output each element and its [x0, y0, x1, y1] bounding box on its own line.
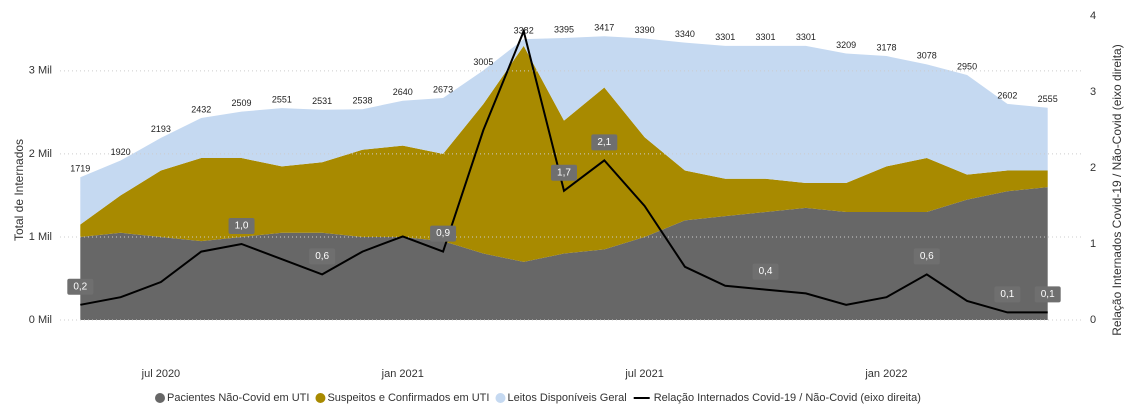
y2-axis-title: Relação Internados Covid-19 / Não-Covid … — [1110, 44, 1124, 335]
total-label: 3078 — [917, 51, 937, 61]
value-label-box — [1034, 286, 1061, 303]
y2-tick-label: 4 — [1090, 10, 1096, 22]
value-label-box — [591, 134, 618, 151]
total-label: 2432 — [191, 104, 211, 114]
value-label: 0,1 — [1041, 289, 1055, 300]
legend-swatch — [315, 393, 326, 403]
x-tick-label: jul 2020 — [141, 368, 181, 380]
legend-label: Relação Internados Covid-19 / Não-Covid … — [654, 392, 921, 404]
total-label: 2531 — [312, 96, 332, 106]
value-label: 0,4 — [759, 266, 773, 277]
value-label-box — [994, 286, 1021, 303]
value-label-box — [228, 218, 255, 234]
y-tick-label: 0 Mil — [29, 314, 52, 326]
value-label: 0,2 — [73, 281, 87, 292]
total-label: 3390 — [635, 25, 655, 35]
y-tick-label: 2 Mil — [29, 148, 52, 160]
value-label: 0,1 — [1000, 289, 1014, 300]
total-label: 3301 — [796, 32, 816, 42]
value-label-box — [67, 278, 94, 295]
total-label: 2551 — [272, 95, 292, 105]
value-label: 2,1 — [597, 137, 611, 148]
total-label: 2640 — [393, 87, 413, 97]
value-label: 1,7 — [557, 167, 571, 178]
legend-label: Pacientes Não-Covid em UTI — [167, 392, 309, 404]
total-label: 3178 — [876, 42, 896, 52]
ratio-line — [80, 28, 1048, 314]
value-label-box — [752, 263, 779, 280]
y-tick-label: 1 Mil — [29, 231, 52, 243]
area — [80, 36, 1048, 225]
total-label: 2193 — [151, 124, 171, 134]
value-label: 0,6 — [315, 251, 329, 262]
total-label: 2673 — [433, 84, 453, 94]
total-label: 3340 — [675, 29, 695, 39]
total-label: 3005 — [473, 57, 493, 67]
legend-label: Leitos Disponíveis Geral — [507, 392, 626, 404]
value-label: 0,9 — [436, 228, 450, 239]
value-label-box — [309, 248, 336, 265]
total-label: 3301 — [715, 32, 735, 42]
legend-swatch — [495, 393, 506, 403]
value-label: 1,0 — [235, 221, 249, 232]
x-tick-label: jan 2022 — [864, 368, 907, 380]
y2-tick-label: 0 — [1090, 314, 1096, 326]
total-label: 2538 — [352, 96, 372, 106]
value-label-box — [430, 225, 457, 242]
total-label: 3395 — [554, 24, 574, 34]
x-tick-label: jan 2021 — [381, 368, 424, 380]
value-label: 0,6 — [920, 251, 934, 262]
total-label: 2555 — [1038, 94, 1058, 104]
y-tick-label: 3 Mil — [29, 65, 52, 77]
total-label: 3417 — [594, 23, 614, 33]
total-label: 1920 — [111, 147, 131, 157]
value-label-box — [913, 248, 940, 265]
y2-tick-label: 3 — [1090, 86, 1096, 98]
y2-tick-label: 1 — [1090, 238, 1096, 250]
total-label: 1719 — [70, 164, 90, 174]
legend-swatch — [155, 393, 165, 403]
total-label: 3301 — [756, 32, 776, 42]
y2-tick-label: 2 — [1090, 162, 1096, 174]
total-label: 2602 — [997, 90, 1017, 100]
total-label: 2509 — [232, 98, 252, 108]
value-label-box — [551, 164, 577, 181]
total-label: 3209 — [836, 40, 856, 50]
total-label: 2950 — [957, 61, 977, 71]
x-tick-label: jul 2021 — [624, 368, 664, 380]
legend-label: Suspeitos e Confirmados em UTI — [327, 392, 489, 404]
y-axis-title: Total de Internados — [12, 139, 26, 241]
